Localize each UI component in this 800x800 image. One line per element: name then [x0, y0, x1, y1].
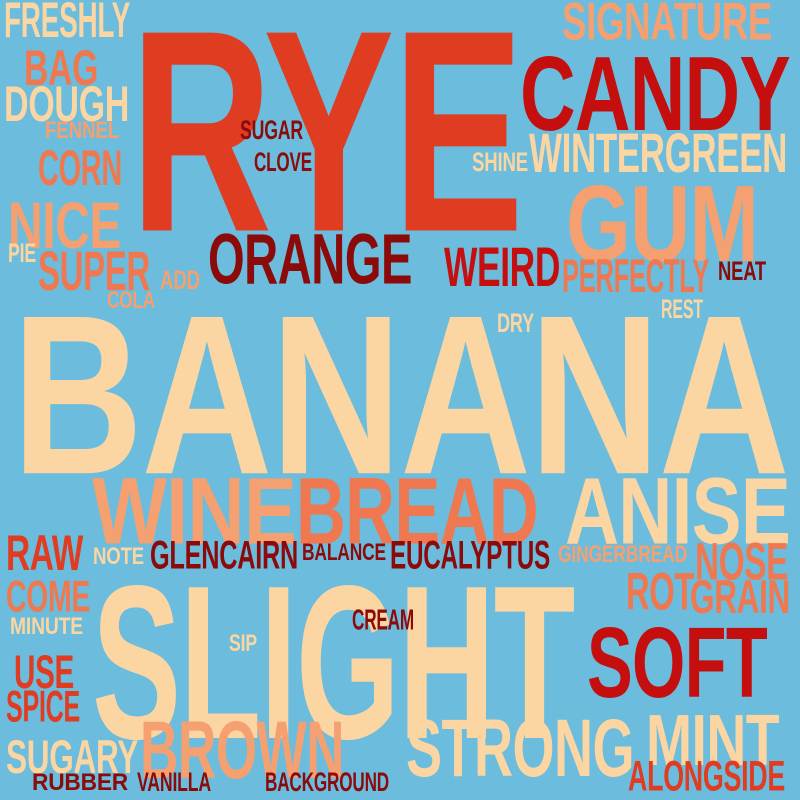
- word-note: NOTE: [93, 542, 144, 570]
- word-rest: REST: [661, 295, 703, 325]
- word-nose: NOSE: [695, 533, 788, 592]
- word-add: ADD: [160, 266, 200, 296]
- word-super: SUPER: [38, 239, 150, 302]
- word-background: BACKGROUND: [265, 768, 389, 798]
- word-grain: GRAIN: [690, 569, 790, 624]
- word-candy: CANDY: [520, 34, 791, 153]
- word-mint: MINT: [646, 698, 780, 781]
- word-eucalyptus: EUCALYPTUS: [390, 534, 550, 578]
- word-dough: DOUGH: [4, 77, 129, 133]
- word-balance: BALANCE: [302, 538, 386, 566]
- word-orange: ORANGE: [208, 220, 412, 300]
- word-anise: ANISE: [565, 459, 791, 565]
- word-pie: PIE: [8, 239, 36, 269]
- word-alongside: ALONGSIDE: [628, 751, 785, 800]
- word-rot: ROT: [626, 563, 694, 622]
- word-glencairn: GLENCAIRN: [150, 534, 298, 578]
- word-weird: WEIRD: [444, 235, 560, 298]
- word-spice: SPICE: [6, 681, 80, 732]
- word-banana: BANANA: [12, 268, 790, 523]
- word-bag: BAG: [24, 41, 98, 97]
- word-rye: RYE: [130, 0, 524, 293]
- word-freshly: FRESHLY: [4, 0, 130, 49]
- word-nice: NICE: [8, 188, 121, 263]
- word-wine: WINE: [92, 459, 297, 565]
- word-signature: SIGNATURE: [562, 0, 772, 52]
- word-cola: COLA: [107, 286, 155, 314]
- word-raw: RAW: [6, 526, 83, 582]
- word-sugary: SUGARY: [6, 729, 138, 784]
- word-sugar: SUGAR: [240, 116, 303, 146]
- word-slight: SLIGHT: [92, 541, 575, 786]
- word-minute: MINUTE: [10, 612, 83, 640]
- word-gingerbread: GINGERBREAD: [558, 540, 687, 568]
- word-cream: CREAM: [352, 603, 414, 637]
- word-clove: CLOVE: [254, 148, 312, 178]
- word-shine: SHINE: [472, 148, 528, 178]
- word-neat: NEAT: [718, 257, 766, 287]
- word-sip: SIP: [229, 629, 257, 657]
- word-perfectly: PERFECTLY: [562, 248, 709, 303]
- word-rubber: RUBBER: [32, 768, 128, 796]
- word-bread: BREAD: [296, 459, 539, 565]
- word-corn: CORN: [38, 141, 122, 197]
- word-soft: SOFT: [587, 607, 768, 720]
- word-brown: BROWN: [140, 705, 345, 797]
- word-fennel: FENNEL: [45, 116, 119, 144]
- word-come: COME: [6, 571, 90, 622]
- word-wintergreen: WINTERGREEN: [529, 121, 787, 184]
- word-use: USE: [14, 644, 74, 699]
- word-vanilla: VANILLA: [137, 768, 211, 798]
- word-gum: GUM: [566, 164, 759, 285]
- word-dry: DRY: [497, 309, 534, 339]
- word-strong: STRONG: [406, 703, 635, 795]
